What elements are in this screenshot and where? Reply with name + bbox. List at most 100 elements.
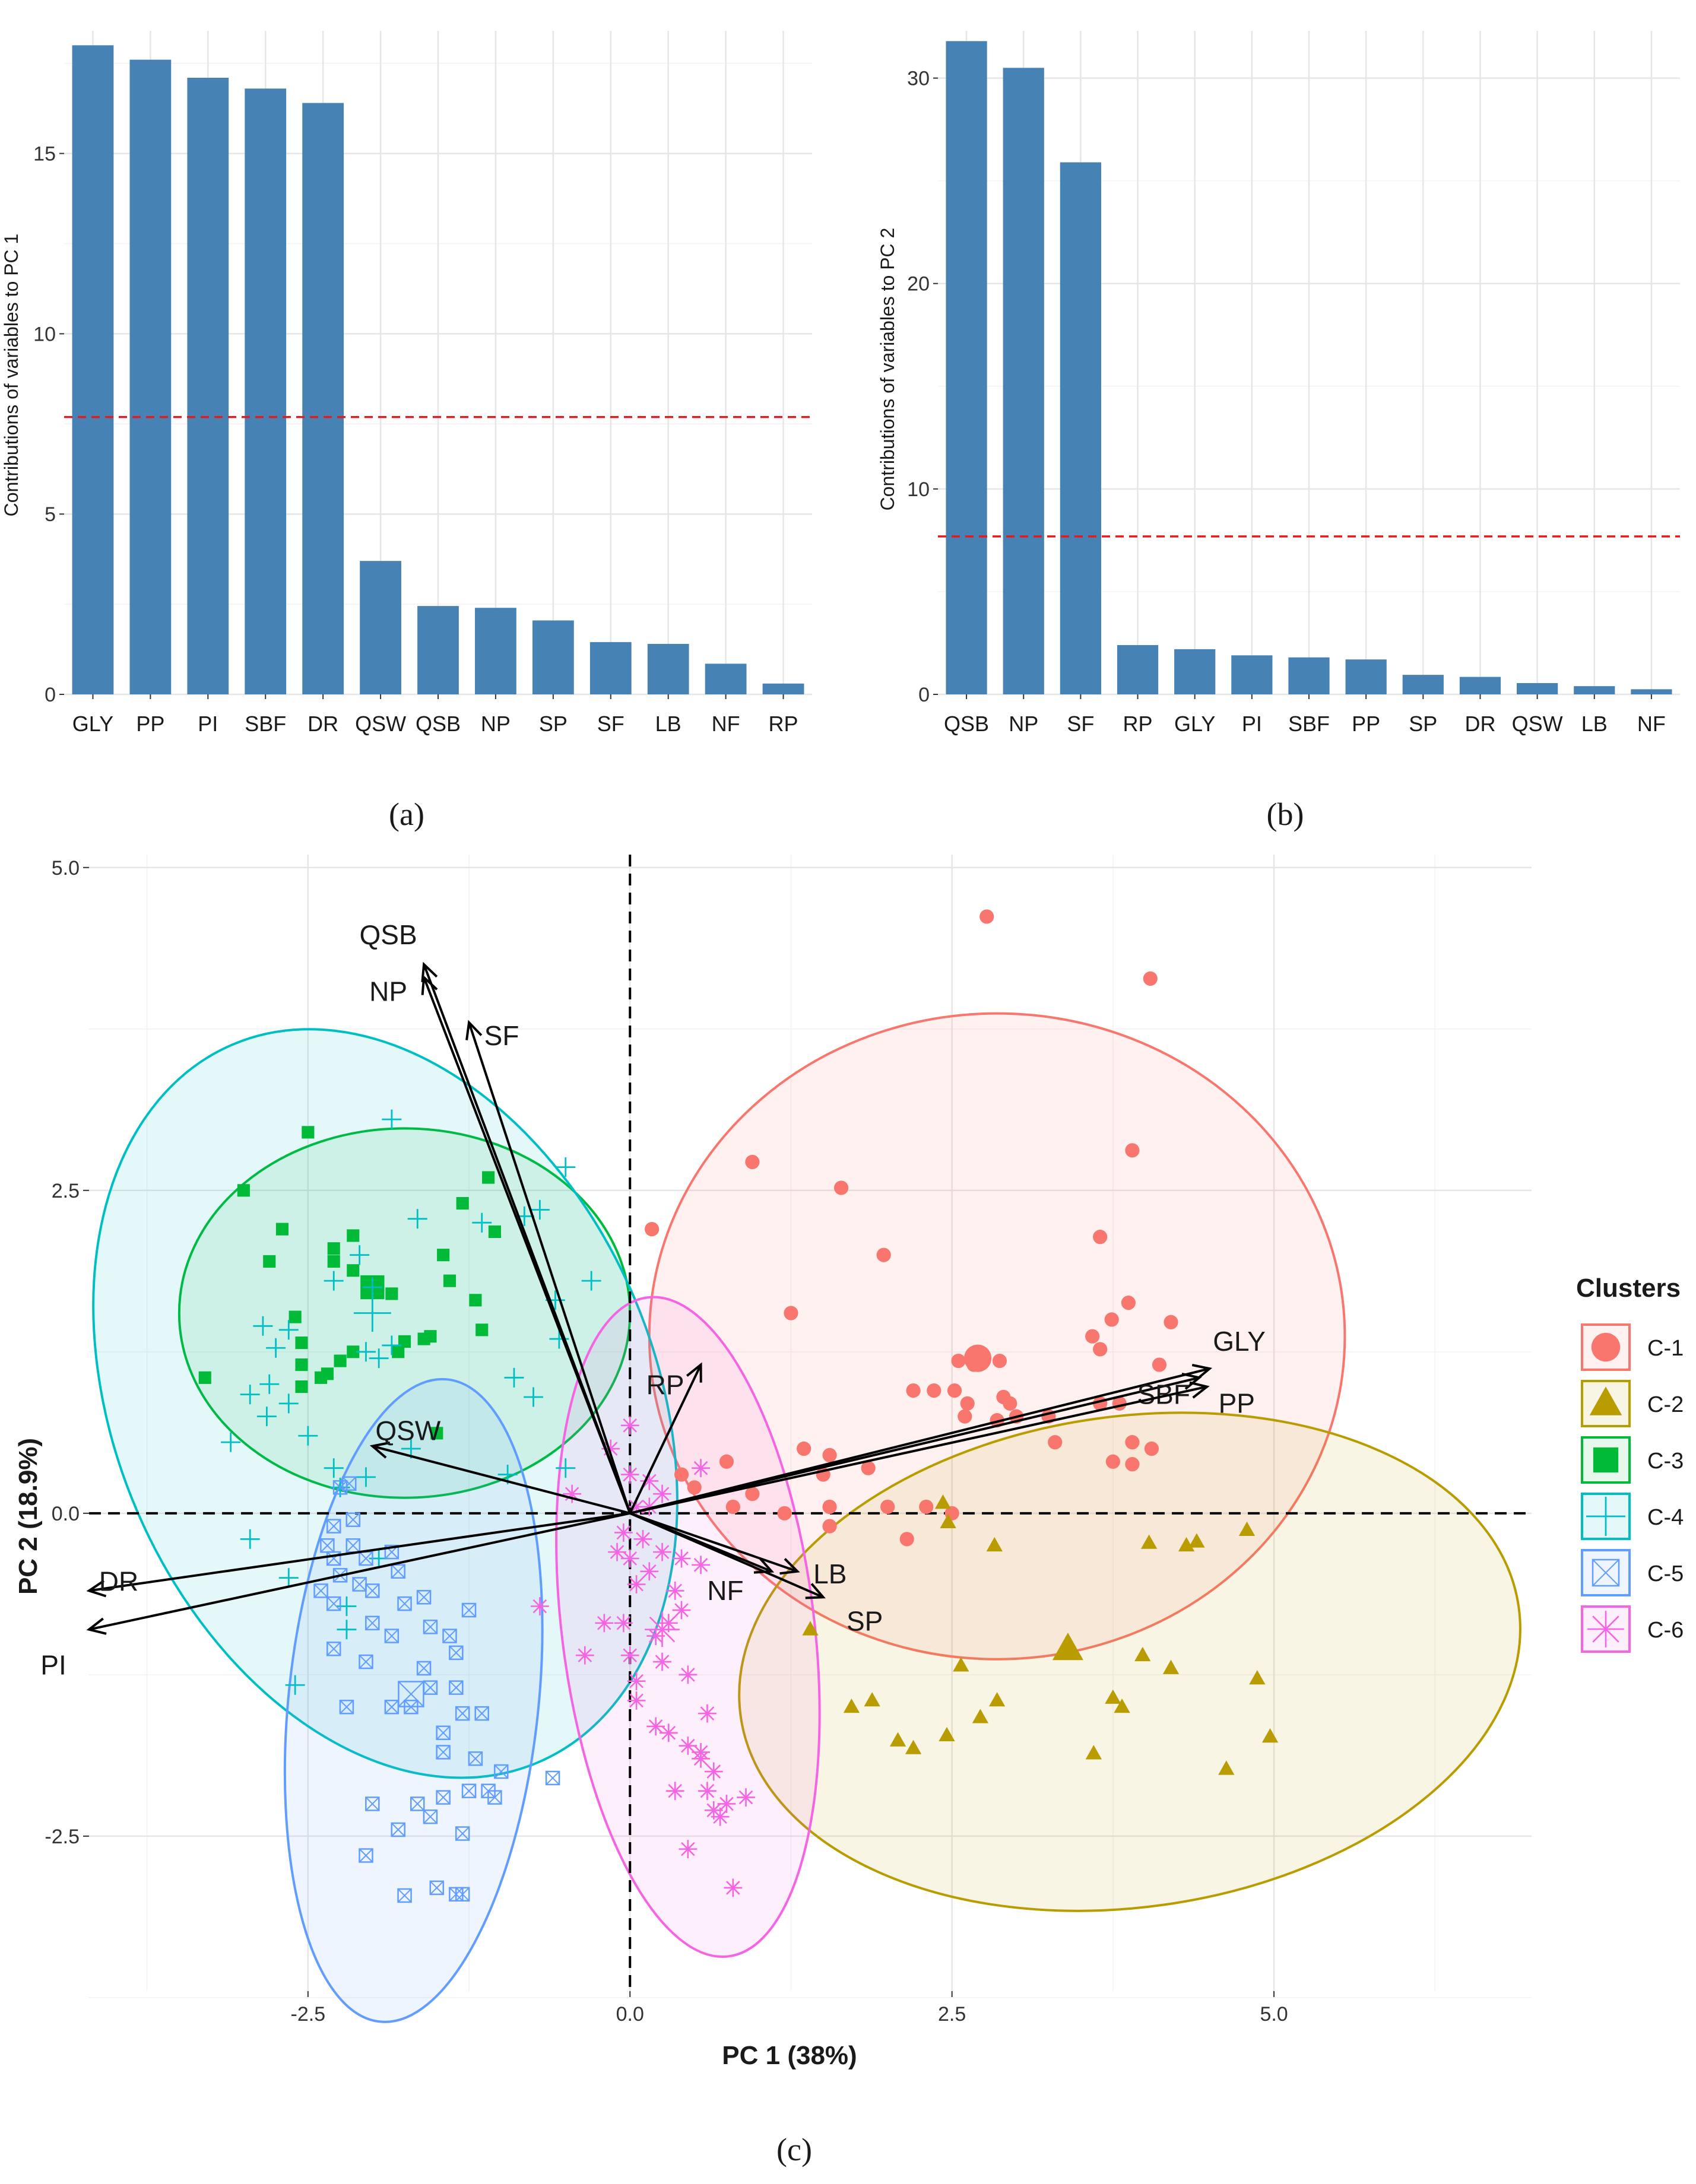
arrow-shaft <box>629 1364 702 1514</box>
point-c-1 <box>822 1499 837 1515</box>
point-c-2 <box>1261 1728 1279 1743</box>
sq <box>455 1706 470 1721</box>
ray <box>726 1881 740 1895</box>
sq <box>410 1796 425 1811</box>
sq <box>391 1822 405 1837</box>
point-c-4 <box>278 1568 299 1588</box>
x-tick-label: PP <box>1352 712 1380 736</box>
arrow-head <box>369 1441 391 1459</box>
d2 <box>423 1620 438 1634</box>
y-tick-label: 10 <box>907 478 930 501</box>
point-c-1 <box>880 1499 895 1515</box>
point-c-4 <box>278 1393 299 1414</box>
point-c-6 <box>627 1672 646 1691</box>
point-c-4 <box>556 1458 576 1478</box>
bar-qsw <box>360 561 401 694</box>
ray <box>700 1783 715 1798</box>
point-c-6 <box>614 1523 633 1542</box>
x-tick-label: NP <box>1009 712 1038 736</box>
point-c-1 <box>1125 1143 1140 1158</box>
legend-item-c-3: C-3 <box>1581 1436 1684 1484</box>
y-tick-label: -2.5 <box>45 1826 80 1848</box>
point-c-4 <box>407 1209 427 1229</box>
point-c-1 <box>1105 1454 1120 1469</box>
point-c-5 <box>416 1590 432 1605</box>
d2 <box>449 1680 464 1695</box>
arrow-shaft <box>629 1376 1200 1515</box>
arrow-head <box>805 1583 826 1599</box>
bar-pi <box>1231 655 1273 694</box>
sq <box>474 1706 489 1721</box>
d2 <box>449 1646 464 1660</box>
point-c-6 <box>640 1472 659 1490</box>
y-tick-label: 30 <box>907 68 930 90</box>
point-c-2 <box>1238 1521 1256 1537</box>
bar-rp <box>1117 645 1159 694</box>
loading-label: LB <box>813 1558 847 1589</box>
point-c-6 <box>711 1807 730 1826</box>
point-c-1 <box>674 1467 689 1482</box>
ray <box>649 1616 676 1643</box>
point-c-5 <box>397 1596 412 1611</box>
point-c-1 <box>996 1389 1011 1405</box>
point-c-4 <box>337 1620 357 1640</box>
point-c-1 <box>1152 1357 1167 1372</box>
point-c-3 <box>295 1380 308 1393</box>
bar-gly <box>1174 649 1216 694</box>
bar-np <box>475 608 516 694</box>
point-c-3 <box>488 1225 501 1238</box>
point-c-1 <box>927 1383 941 1398</box>
point-c-1 <box>876 1247 891 1262</box>
y-tick-label: 10 <box>33 323 56 345</box>
x-tick-label: NP <box>481 712 511 736</box>
point-c-1 <box>906 1383 921 1398</box>
d2 <box>333 1480 347 1495</box>
d2 <box>423 1810 438 1824</box>
legend-symbol <box>1591 1332 1621 1362</box>
loading-label: PI <box>40 1650 66 1681</box>
point-c-5 <box>461 1602 477 1618</box>
ray <box>629 1674 643 1688</box>
d2 <box>430 1881 444 1895</box>
point-c-4 <box>324 1458 344 1478</box>
y-tick-label: 2.5 <box>52 1180 80 1202</box>
point-c-5 <box>436 1790 451 1805</box>
d2 <box>340 1700 354 1714</box>
x-tick-label: NF <box>1637 712 1666 736</box>
point-c-5 <box>455 1826 470 1841</box>
d2 <box>455 1706 470 1720</box>
d2 <box>417 1590 431 1604</box>
point-c-4 <box>240 1385 260 1405</box>
point-c-5 <box>455 1706 470 1721</box>
d2 <box>385 1700 399 1714</box>
ellipse-c-6 <box>555 1296 821 1958</box>
point-c-1 <box>745 1487 760 1502</box>
d2 <box>468 1751 483 1766</box>
x-tick-label: SF <box>1067 712 1094 736</box>
point-c-1 <box>958 1409 972 1424</box>
d2 <box>436 1745 451 1760</box>
sq <box>365 1615 380 1631</box>
point-c-3 <box>456 1196 469 1210</box>
legend-item-c-1: C-1 <box>1581 1323 1684 1371</box>
point-c-6 <box>737 1788 755 1807</box>
sq <box>365 1583 380 1598</box>
d2 <box>397 1888 412 1903</box>
point-c-1 <box>1093 1342 1108 1357</box>
sq <box>1592 1558 1620 1587</box>
point-c-1 <box>947 1383 962 1398</box>
point-c-1 <box>899 1532 914 1547</box>
x-tick-label: GLY <box>1174 712 1215 736</box>
bar-np <box>1003 68 1044 694</box>
point-c-1 <box>822 1519 837 1534</box>
point-c-2 <box>988 1692 1006 1707</box>
d2 <box>313 1583 328 1598</box>
x-tick-label: RP <box>769 712 798 736</box>
point-c-5 <box>410 1796 425 1811</box>
sq <box>455 1826 470 1841</box>
sq <box>429 1880 445 1896</box>
x-tick-label: SBF <box>245 712 286 736</box>
d2 <box>359 1655 373 1669</box>
point-c-1 <box>992 1353 1007 1369</box>
ray <box>610 1545 624 1559</box>
